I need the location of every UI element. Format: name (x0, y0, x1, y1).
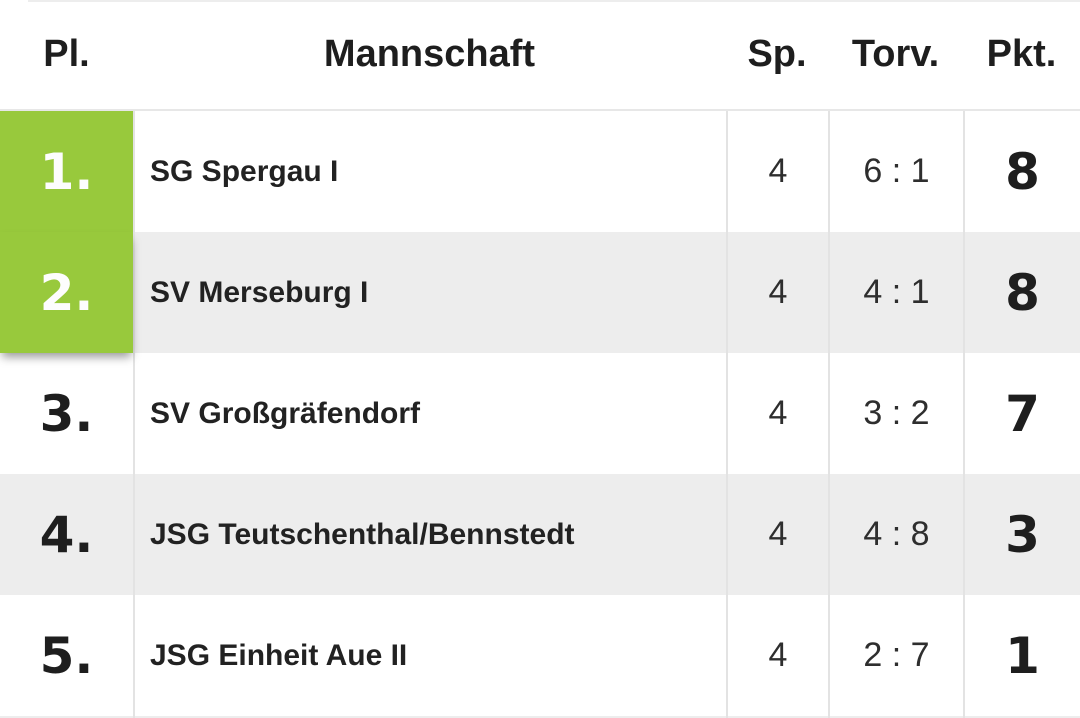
points-cell (963, 716, 1080, 718)
goal-ratio-cell: 2 : 7 (828, 595, 963, 716)
matches-cell (726, 716, 828, 718)
points-value: 3 (1005, 505, 1040, 564)
position-cell: 3. (0, 353, 133, 474)
team-name: JSG Einheit Aue II (150, 638, 408, 672)
team-cell (133, 716, 726, 718)
points-cell: 7 (963, 353, 1080, 474)
header-team: Mannschaft (323, 33, 536, 75)
table-header: Pl. Mannschaft Sp. Torv. Pkt. (0, 0, 1080, 111)
matches-cell: 4 (726, 353, 828, 474)
points-cell: 8 (963, 232, 1080, 353)
points-cell: 3 (963, 474, 1080, 595)
table-row-clipped (0, 716, 1080, 718)
goal-ratio-value: 4 : 8 (863, 515, 930, 553)
team-name: SV Merseburg I (150, 275, 369, 309)
table-row[interactable]: 1. SG Spergau I 4 6 : 1 8 (0, 111, 1080, 232)
position-cell: 2. (0, 232, 133, 353)
points-value: 1 (1005, 626, 1040, 685)
goal-ratio-cell: 3 : 2 (828, 353, 963, 474)
team-cell[interactable]: JSG Teutschenthal/Bennstedt (133, 474, 726, 595)
points-value: 7 (1005, 384, 1040, 443)
table-row[interactable]: 3. SV Großgräfendorf 4 3 : 2 7 (0, 353, 1080, 474)
position-cell: 5. (0, 595, 133, 716)
table-row[interactable]: 4. JSG Teutschenthal/Bennstedt 4 4 : 8 3 (0, 474, 1080, 595)
header-matches: Sp. (747, 33, 807, 75)
top-divider (28, 0, 1080, 2)
matches-value: 4 (768, 636, 788, 674)
team-cell[interactable]: SV Großgräfendorf (133, 353, 726, 474)
goal-ratio-value: 6 : 1 (863, 152, 930, 190)
team-cell[interactable]: SG Spergau I (133, 111, 726, 232)
matches-cell: 4 (726, 232, 828, 353)
matches-value: 4 (768, 152, 788, 190)
goal-ratio-value: 2 : 7 (863, 636, 930, 674)
matches-cell: 4 (726, 111, 828, 232)
goal-ratio-value: 3 : 2 (863, 394, 930, 432)
team-name: SV Großgräfendorf (150, 396, 421, 430)
matches-value: 4 (768, 394, 788, 432)
goal-ratio-value: 4 : 1 (863, 273, 930, 311)
position-cell: 1. (0, 111, 133, 232)
matches-value: 4 (768, 273, 788, 311)
header-goal-ratio: Torv. (851, 33, 940, 75)
position-number: 1. (39, 142, 94, 201)
table-row[interactable]: 5. JSG Einheit Aue II 4 2 : 7 1 (0, 595, 1080, 716)
table-row[interactable]: 2. SV Merseburg I 4 4 : 1 8 (0, 232, 1080, 353)
team-name: JSG Teutschenthal/Bennstedt (150, 517, 575, 551)
position-number: 2. (39, 263, 94, 322)
team-name: SG Spergau I (150, 154, 339, 188)
points-cell: 8 (963, 111, 1080, 232)
matches-value: 4 (768, 515, 788, 553)
points-cell: 1 (963, 595, 1080, 716)
header-points: Pkt. (986, 33, 1057, 75)
position-number: 5. (39, 626, 94, 685)
matches-cell: 4 (726, 474, 828, 595)
position-number: 4. (39, 505, 94, 564)
goal-ratio-cell: 4 : 8 (828, 474, 963, 595)
position-cell: 4. (0, 474, 133, 595)
goal-ratio-cell (828, 716, 963, 718)
points-value: 8 (1005, 142, 1040, 201)
goal-ratio-cell: 4 : 1 (828, 232, 963, 353)
team-cell[interactable]: SV Merseburg I (133, 232, 726, 353)
matches-cell: 4 (726, 595, 828, 716)
team-cell[interactable]: JSG Einheit Aue II (133, 595, 726, 716)
position-number: 3. (39, 384, 94, 443)
goal-ratio-cell: 6 : 1 (828, 111, 963, 232)
header-position: Pl. (43, 33, 90, 75)
points-value: 8 (1005, 263, 1040, 322)
